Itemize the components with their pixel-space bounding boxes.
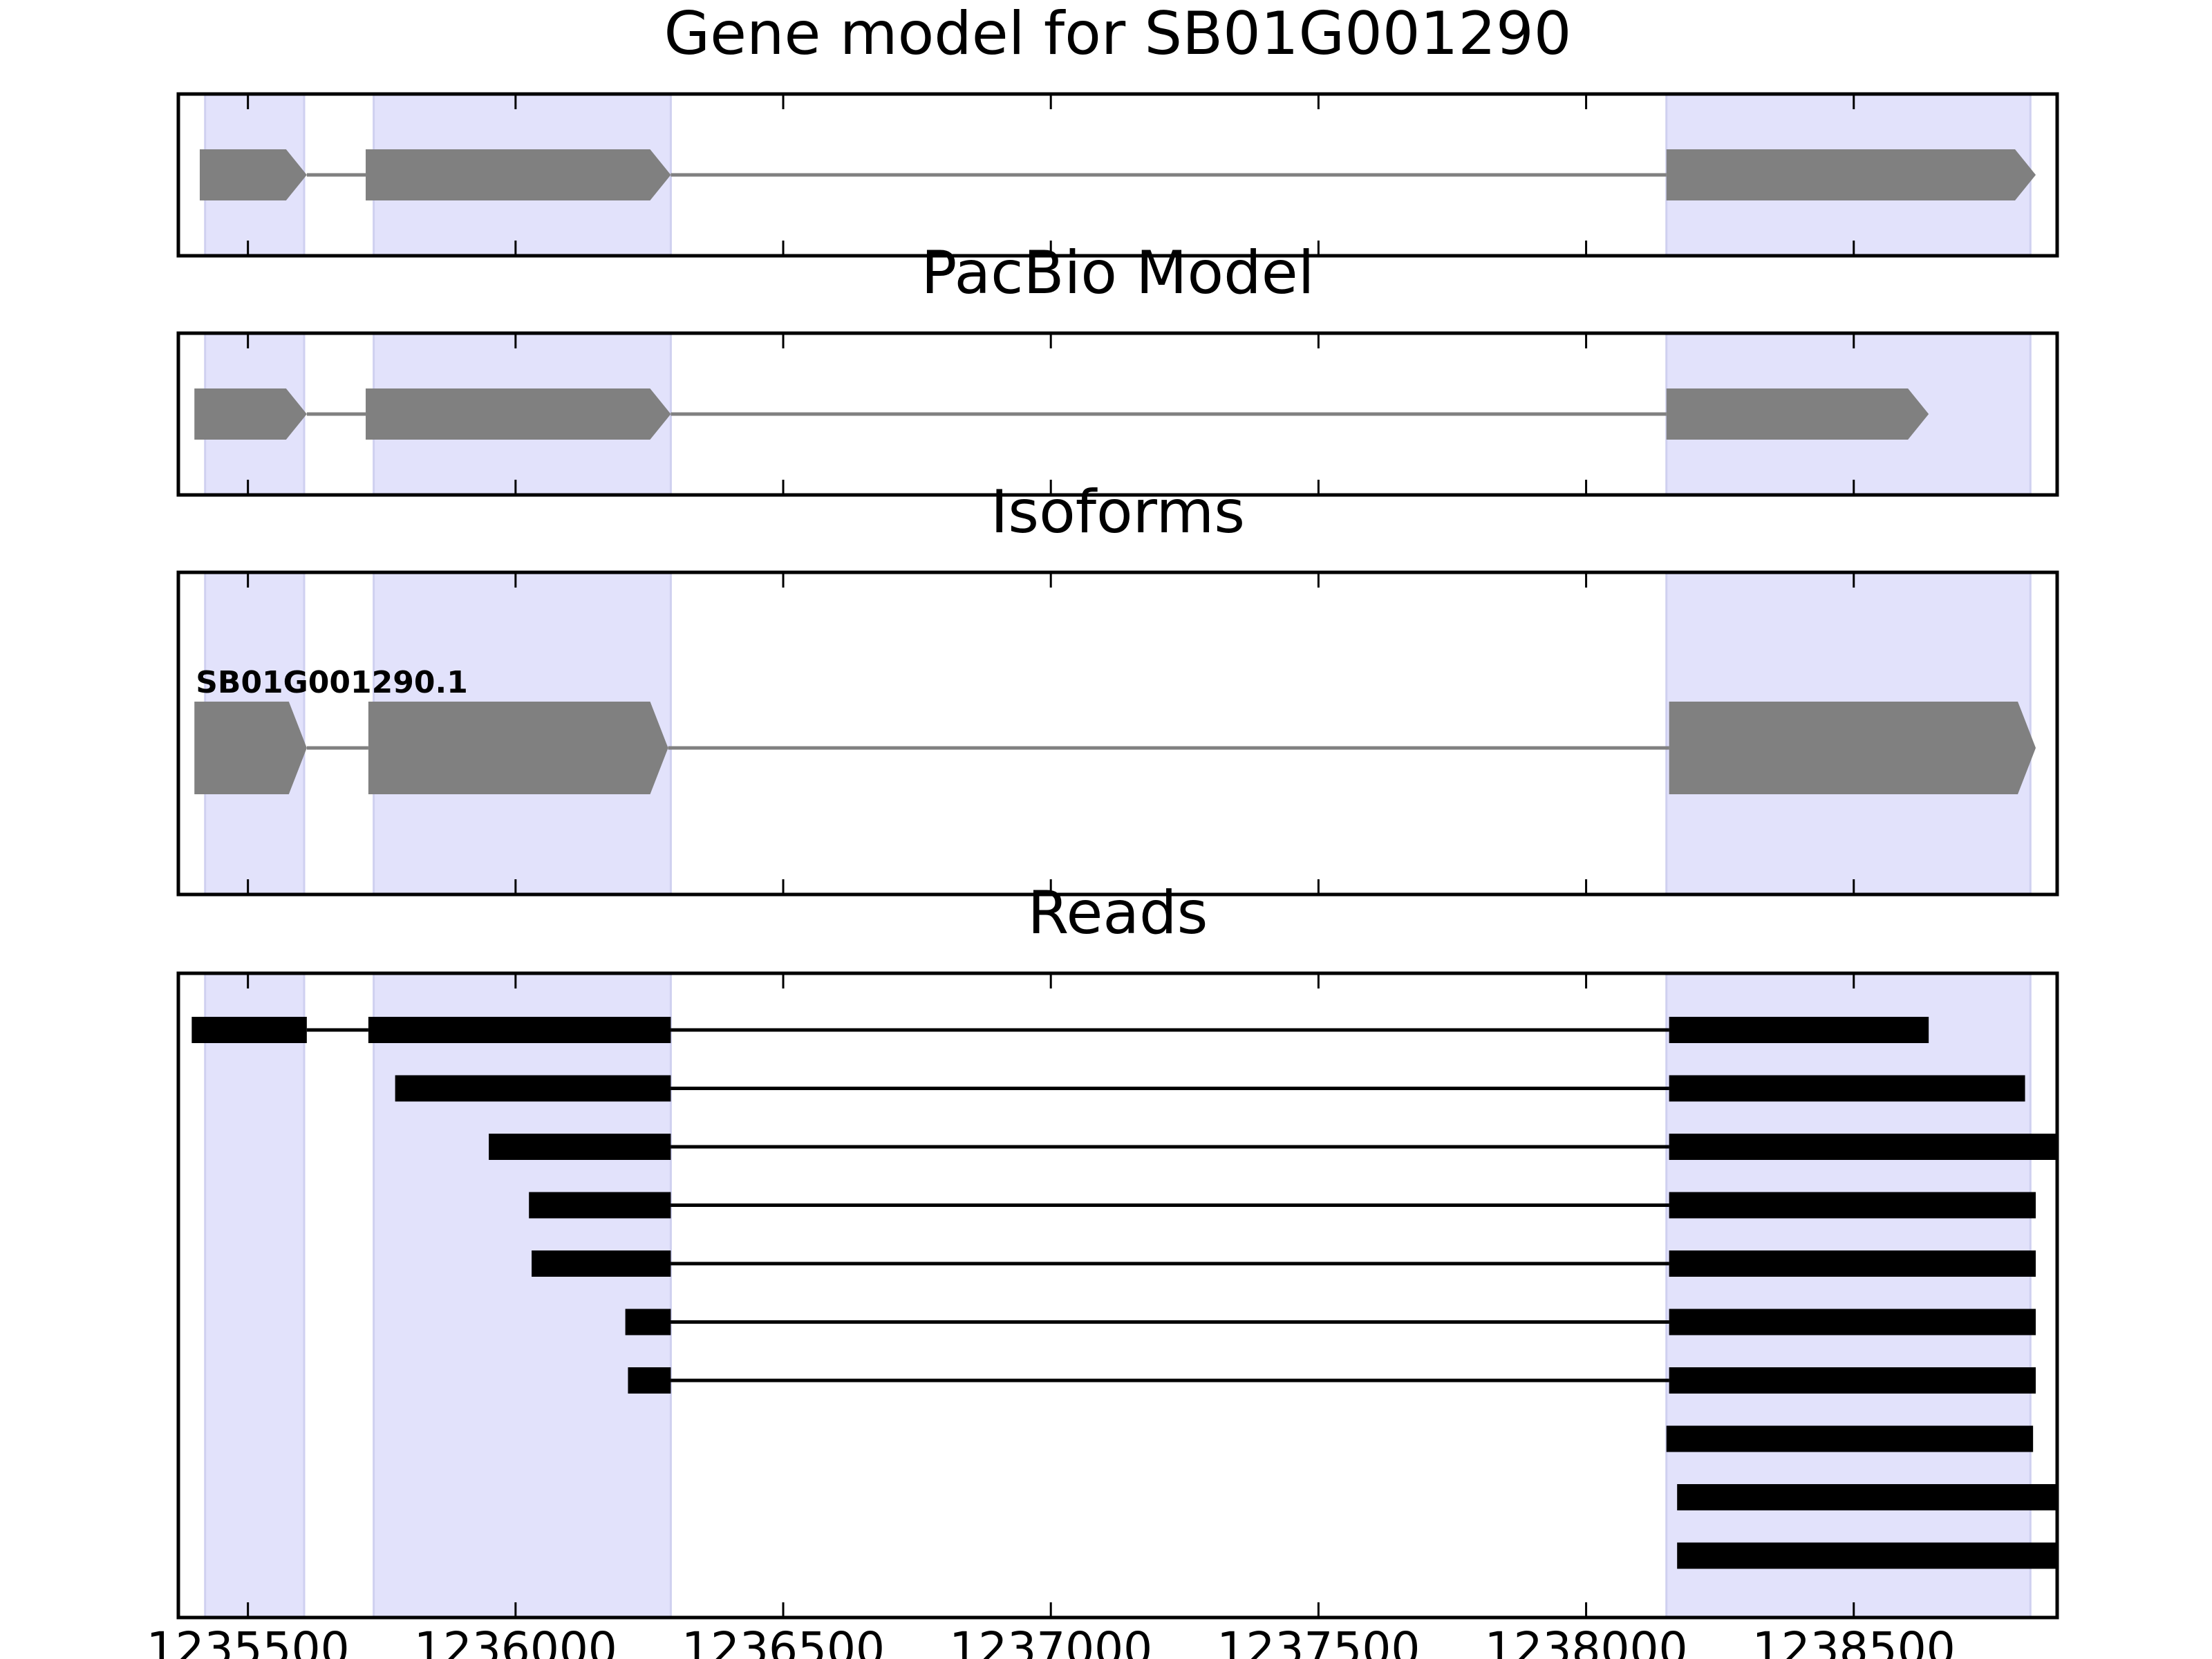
gene-model-exon — [1666, 388, 1929, 440]
highlight-region — [204, 972, 306, 1619]
gene-model-exon — [1666, 149, 2036, 200]
read-row — [625, 1309, 2036, 1335]
gene-model-exon — [199, 149, 307, 200]
read-row — [395, 1075, 2025, 1102]
x-tick-label: 1237000 — [949, 1622, 1152, 1659]
isoform-exon — [1669, 701, 2036, 794]
panel-isoforms: Isoforms SB01G001290.1 — [176, 478, 2059, 897]
read-block — [489, 1134, 671, 1160]
gene-model-exon — [194, 388, 307, 440]
read-block — [1669, 1250, 2036, 1277]
read-block — [191, 1017, 307, 1043]
read-block — [1666, 1425, 2034, 1452]
read-row — [1666, 1425, 2034, 1452]
read-block — [1669, 1309, 2036, 1335]
panel-gene-model: Gene model for SB01G001290 — [176, 0, 2059, 258]
read-block — [1669, 1367, 2036, 1394]
panel-title: PacBio Model — [921, 238, 1314, 308]
highlight-region — [1665, 972, 2032, 1619]
read-block — [529, 1192, 671, 1219]
read-block — [1669, 1192, 2036, 1219]
isoform-exon — [368, 701, 668, 794]
panel-frame — [176, 92, 2059, 258]
read-block — [1677, 1542, 2057, 1569]
read-block — [628, 1367, 671, 1394]
x-tick-label: 1236000 — [414, 1622, 617, 1659]
panel-gene-model: PacBio Model — [176, 238, 2059, 497]
read-row — [1677, 1484, 2057, 1510]
read-row — [489, 1134, 2057, 1160]
gene-model-exon — [366, 388, 671, 440]
read-block — [395, 1075, 671, 1102]
read-row — [529, 1192, 2036, 1219]
x-tick-label: 1236500 — [682, 1622, 885, 1659]
read-block — [532, 1250, 671, 1277]
read-block — [1669, 1134, 2057, 1160]
panel-reads: Reads 1235500 1236000 1236500 1237000 1237500… — [147, 879, 2059, 1659]
isoform-exon — [194, 701, 307, 794]
read-block — [1669, 1075, 2025, 1102]
panel-frame — [176, 331, 2059, 497]
panel-title: Isoforms — [991, 478, 1245, 547]
read-block — [1669, 1017, 1929, 1043]
panel-frame — [176, 570, 2059, 897]
x-tick-label: 1237500 — [1217, 1622, 1420, 1659]
panel-title: Gene model for SB01G001290 — [664, 0, 1572, 68]
panel-title: Reads — [1028, 879, 1208, 948]
read-row — [628, 1367, 2036, 1394]
read-row — [1677, 1542, 2057, 1569]
isoform-label: SB01G001290.1 — [196, 665, 468, 700]
x-tick-label: 1238500 — [1752, 1622, 1956, 1659]
read-row — [532, 1250, 2036, 1277]
x-tick-label: 1238000 — [1485, 1622, 1688, 1659]
x-tick-label: 1235500 — [147, 1622, 350, 1659]
panel-frame — [176, 971, 2059, 1620]
read-block — [625, 1309, 671, 1335]
gene-model-exon — [366, 149, 671, 200]
read-row — [191, 1017, 1929, 1043]
highlight-region — [373, 972, 672, 1619]
read-block — [368, 1017, 671, 1043]
read-block — [1677, 1484, 2057, 1510]
